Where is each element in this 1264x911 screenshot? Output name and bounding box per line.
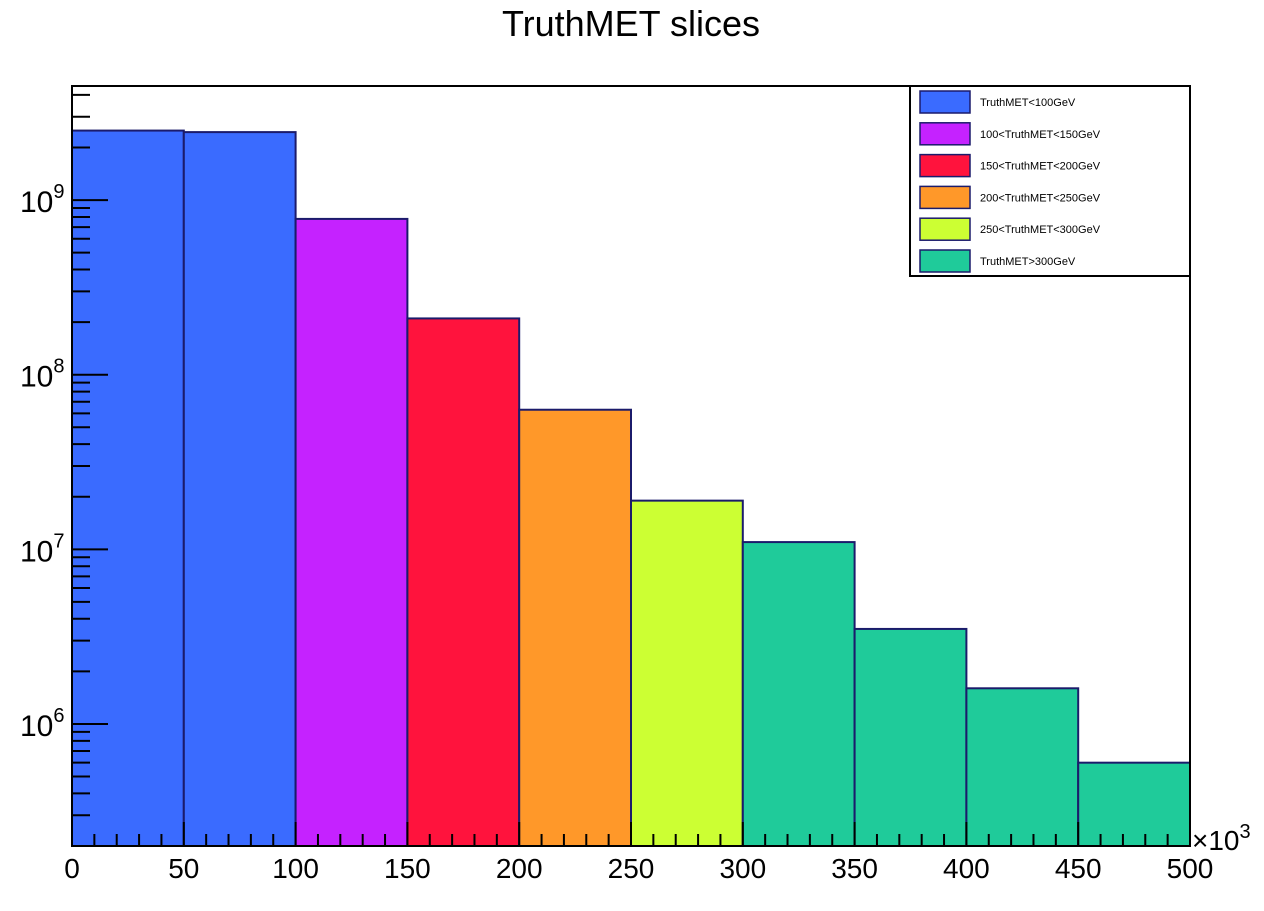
chart-title: TruthMET slices <box>502 3 760 44</box>
legend-swatch <box>919 249 971 273</box>
x-tick-label: 100 <box>272 853 319 884</box>
legend-label: 250<TruthMET<300GeV <box>980 224 1101 236</box>
bar-1-0 <box>294 217 409 848</box>
x-tick-label: 350 <box>831 853 878 884</box>
bar-2-0 <box>406 317 521 847</box>
legend-label: TruthMET<100GeV <box>980 97 1076 109</box>
bar-5-3 <box>1077 761 1191 847</box>
y-axis: 106 107 108 109 <box>20 93 108 847</box>
y-tick-label: 106 <box>20 705 65 743</box>
bar-5-0 <box>741 541 856 847</box>
x-tick-label: 400 <box>943 853 990 884</box>
legend-swatch <box>919 217 971 241</box>
legend-swatch <box>919 153 971 178</box>
bar-5-2 <box>965 687 1080 848</box>
x-tick-label: 300 <box>719 853 766 884</box>
y-tick-label: 109 <box>20 181 65 219</box>
bar-3-0 <box>518 408 633 847</box>
legend-label: 200<TruthMET<250GeV <box>980 192 1101 204</box>
x-tick-label: 450 <box>1055 853 1102 884</box>
x-tick-label: 50 <box>168 853 199 884</box>
bar-5-1 <box>853 627 968 847</box>
x-tick-label: 500 <box>1167 853 1214 884</box>
bar-0-1 <box>182 131 297 847</box>
x-tick-label: 150 <box>384 853 431 884</box>
bar-0-0 <box>71 129 185 847</box>
legend-label: 100<TruthMET<150GeV <box>980 129 1101 141</box>
legend-box <box>909 85 1191 277</box>
legend-label: TruthMET>300GeV <box>980 256 1076 268</box>
legend-swatch <box>919 185 971 210</box>
bar-4-0 <box>630 499 744 847</box>
legend: TruthMET<100GeV 100<TruthMET<150GeV 150<Tr… <box>909 85 1191 277</box>
x-tick-label: 250 <box>608 853 655 884</box>
x-axis: 0 50 100 150 200 250 300 350 400 450 500×103 <box>64 821 1250 884</box>
x-tick-label: 200 <box>496 853 543 884</box>
bars-group <box>71 129 1191 848</box>
x-tick-label: 0 <box>64 853 80 884</box>
y-tick-label: 107 <box>20 530 65 568</box>
y-tick-label: 108 <box>20 356 65 394</box>
x-axis-multiplier: ×103 <box>1192 821 1251 856</box>
legend-label: 150<TruthMET<200GeV <box>980 161 1101 173</box>
legend-swatch <box>919 90 971 114</box>
legend-swatch <box>919 122 971 146</box>
